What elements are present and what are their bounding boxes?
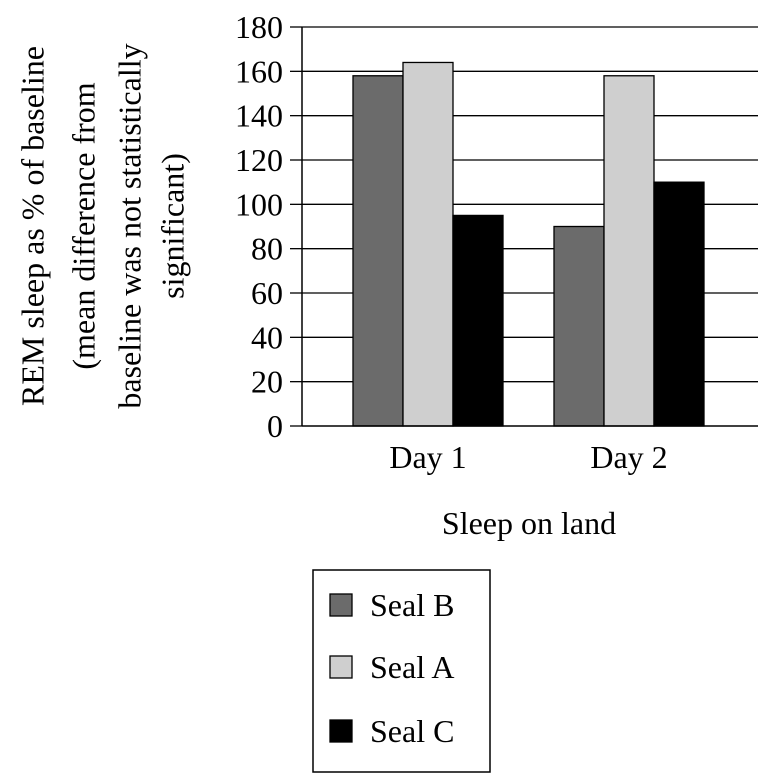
bar-seal-a-day-1 xyxy=(402,61,454,427)
bar-seal-b-day-2 xyxy=(553,225,605,427)
y-tick-label: 140 xyxy=(235,98,283,134)
y-tick-label: 40 xyxy=(251,319,283,355)
y-axis-label-line: baseline was not statistically xyxy=(111,43,147,408)
legend-box xyxy=(312,569,491,773)
bars xyxy=(352,61,705,427)
bar-seal-a-day-2 xyxy=(603,75,655,427)
x-axis-label: Sleep on land xyxy=(442,505,616,541)
bar-seal-c-day-2 xyxy=(653,181,705,427)
y-tick-label: 100 xyxy=(235,186,283,222)
y-tick-label: 180 xyxy=(235,9,283,45)
y-axis-label-line: (mean difference from xyxy=(65,82,101,369)
legend-label: Seal C xyxy=(370,713,454,749)
legend-swatch xyxy=(329,719,353,743)
y-tick-label: 60 xyxy=(251,275,283,311)
x-category-label: Day 1 xyxy=(389,439,466,475)
y-tick-label: 160 xyxy=(235,53,283,89)
x-axis-categories: Day 1 Day 2 xyxy=(389,439,667,475)
y-axis-label-line: significant) xyxy=(154,153,190,299)
bar-seal-b-day-1 xyxy=(352,75,404,427)
bar-seal-c-day-1 xyxy=(452,214,504,427)
x-category-label: Day 2 xyxy=(590,439,667,475)
legend-swatch xyxy=(329,593,353,617)
legend-label: Seal B xyxy=(370,587,454,623)
y-tick-label: 120 xyxy=(235,142,283,178)
legend-label: Seal A xyxy=(370,649,454,685)
y-tick-label: 0 xyxy=(267,408,283,444)
legend-swatch xyxy=(329,655,353,679)
y-axis-ticks: 0 20 40 60 80 100 120 140 160 180 xyxy=(235,9,302,444)
legend: Seal B Seal A Seal C xyxy=(312,569,491,773)
y-axis-label-line: REM sleep as % of baseline xyxy=(14,46,50,406)
y-axis-label: REM sleep as % of baseline (mean differen… xyxy=(14,43,190,408)
y-tick-label: 20 xyxy=(251,364,283,400)
y-tick-label: 80 xyxy=(251,231,283,267)
